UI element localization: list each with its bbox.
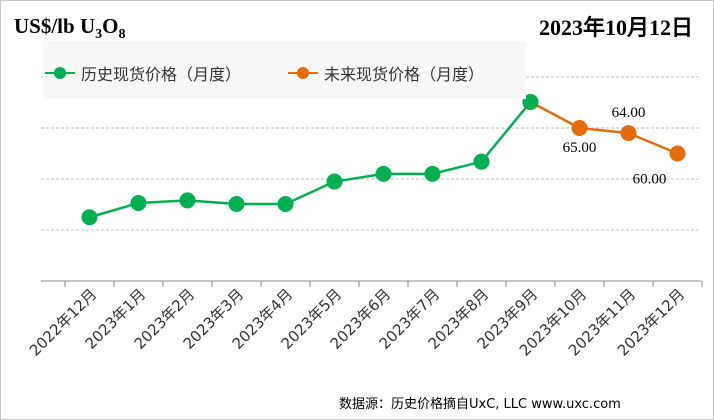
data-point (375, 165, 392, 182)
series-line-1 (529, 100, 678, 155)
legend-item-historical: 历史现货价格（月度） (45, 61, 241, 85)
data-point (522, 93, 539, 110)
date-label: 2023年10月12日 (538, 15, 693, 40)
data-point (571, 120, 588, 136)
data-point (130, 194, 147, 211)
data-label: 65.00 (563, 140, 597, 156)
series-line-0 (89, 101, 532, 219)
legend-label: 未来现货价格（月度） (324, 65, 485, 84)
legend-marker-orange-icon (288, 66, 318, 80)
legend: 历史现货价格（月度） 未来现货价格（月度） (43, 41, 526, 99)
data-point (473, 153, 490, 170)
data-label: 64.00 (612, 105, 646, 121)
data-point (228, 195, 245, 212)
data-point (669, 145, 686, 162)
data-point (620, 125, 637, 142)
data-point (326, 173, 343, 190)
unit-label: US$/lb U3O8 (14, 14, 126, 43)
legend-marker-green-icon (45, 66, 75, 80)
data-label: 60.00 (633, 172, 667, 188)
legend-label: 历史现货价格（月度） (81, 65, 242, 84)
data-point (424, 165, 441, 182)
source-note: 数据源：历史价格摘自UxC, LLC www.uxc.com (339, 397, 621, 412)
data-point (179, 192, 196, 209)
data-point (277, 195, 294, 212)
data-point (81, 209, 98, 226)
legend-item-future: 未来现货价格（月度） (288, 61, 484, 85)
